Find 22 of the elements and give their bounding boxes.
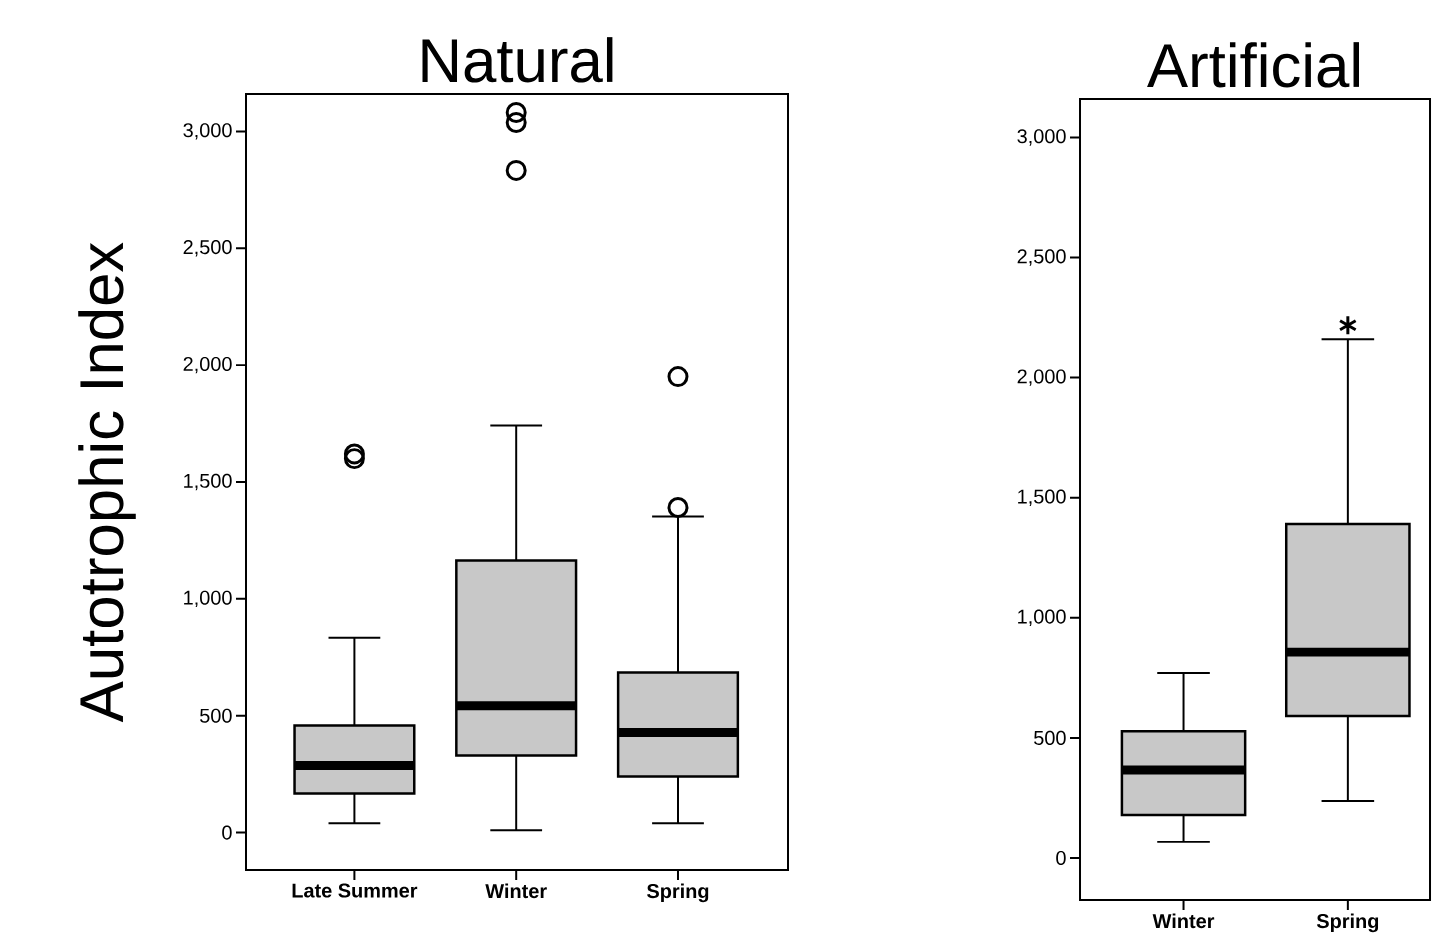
y-tick-label: 3,000 — [1017, 129, 1066, 146]
y-tick-label: 0 — [1056, 850, 1066, 866]
x-tick-label: Spring — [647, 883, 709, 903]
y-tick-label: 3,000 — [183, 123, 232, 140]
y-tick-label: 0 — [222, 825, 232, 840]
y-tick-label: 1,500 — [1018, 489, 1066, 506]
y-tick-label: 1,000 — [184, 590, 232, 608]
chart-title: Artificial — [1147, 42, 1359, 88]
y-tick-label: 2,500 — [183, 240, 232, 257]
y-tick-label: 500 — [200, 708, 232, 723]
y-tick-label: 500 — [1034, 730, 1066, 745]
y-tick-label: 2,000 — [183, 356, 232, 374]
y-tick-label: 1,500 — [184, 473, 232, 491]
y-tick-label: 2,500 — [1017, 249, 1066, 266]
y-axis-title: Autotrophic Index — [78, 242, 136, 723]
x-tick-label: Winter — [1152, 913, 1215, 929]
x-tick-label: Late Summer — [292, 883, 418, 898]
x-tick-label: Spring — [1316, 913, 1379, 933]
y-tick-label: 2,000 — [1017, 369, 1066, 386]
x-tick-label: Winter — [485, 883, 547, 899]
y-tick-label: 1,000 — [1018, 609, 1066, 627]
chart-title: Natural — [422, 37, 613, 83]
